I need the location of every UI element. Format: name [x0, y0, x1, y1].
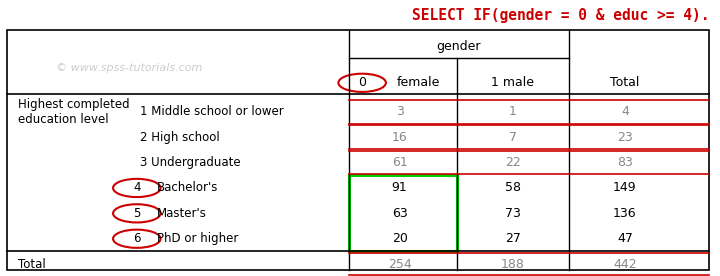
Text: 20: 20 [392, 232, 408, 245]
Text: 91: 91 [392, 181, 408, 195]
Text: 3 Undergraduate: 3 Undergraduate [140, 156, 241, 169]
Text: PhD or higher: PhD or higher [157, 232, 238, 245]
Text: 4: 4 [133, 181, 140, 195]
Text: SELECT IF(gender = 0 & educ >= 4).: SELECT IF(gender = 0 & educ >= 4). [412, 8, 709, 23]
Text: 73: 73 [505, 207, 521, 220]
Text: 58: 58 [505, 181, 521, 195]
Text: 3: 3 [396, 105, 403, 118]
Text: Total: Total [611, 76, 639, 89]
Text: 23: 23 [617, 131, 633, 144]
Text: 0: 0 [358, 76, 366, 89]
Text: 1 Middle school or lower: 1 Middle school or lower [140, 105, 284, 118]
Text: 254: 254 [388, 258, 411, 271]
Text: 1 male: 1 male [491, 76, 534, 89]
Text: 442: 442 [613, 258, 636, 271]
Text: 7: 7 [508, 131, 517, 144]
Text: Master's: Master's [157, 207, 207, 220]
Text: © www.spss-tutorials.com: © www.spss-tutorials.com [56, 63, 203, 73]
Text: gender: gender [437, 40, 481, 54]
Text: 4: 4 [621, 105, 629, 118]
Text: 22: 22 [505, 156, 521, 169]
Text: 188: 188 [500, 258, 525, 271]
Text: 63: 63 [392, 207, 408, 220]
Text: 47: 47 [617, 232, 633, 245]
Text: 5: 5 [133, 207, 140, 220]
Text: female: female [397, 76, 440, 89]
Text: Total: Total [18, 258, 46, 271]
Text: Bachelor's: Bachelor's [157, 181, 218, 195]
Text: 16: 16 [392, 131, 408, 144]
Text: 83: 83 [617, 156, 633, 169]
Text: 6: 6 [133, 232, 140, 245]
Text: 149: 149 [613, 181, 636, 195]
Text: Highest completed
education level: Highest completed education level [18, 98, 130, 126]
Text: 1: 1 [509, 105, 516, 118]
Text: 2 High school: 2 High school [140, 131, 220, 144]
Text: 61: 61 [392, 156, 408, 169]
Text: 136: 136 [613, 207, 636, 220]
Text: 27: 27 [505, 232, 521, 245]
